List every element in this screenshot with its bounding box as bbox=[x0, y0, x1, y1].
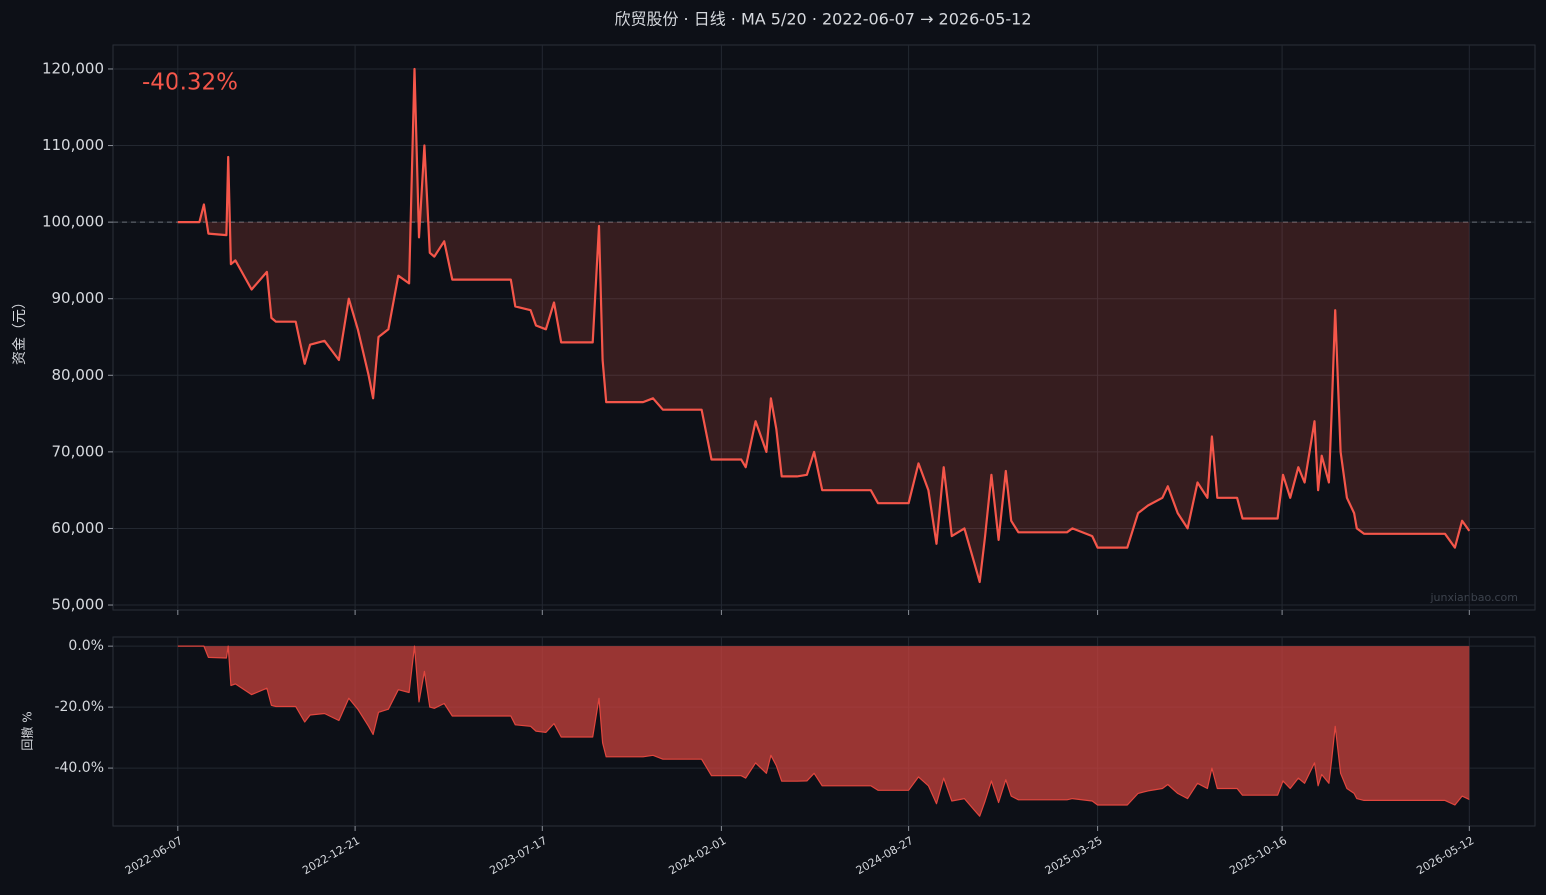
y-axis-label: 回撤 % bbox=[20, 711, 35, 750]
y-tick-label: 50,000 bbox=[52, 596, 105, 614]
line bbox=[177, 67, 1471, 584]
y-tick-label: 110,000 bbox=[42, 136, 104, 154]
y-tick-label: -40.0% bbox=[54, 760, 104, 776]
y-tick-label: 60,000 bbox=[52, 519, 105, 537]
y-tick-label: 70,000 bbox=[52, 442, 105, 460]
plot-frame bbox=[112, 636, 1536, 827]
y-axis-label: 资金（元） bbox=[12, 295, 28, 365]
area bbox=[177, 646, 1470, 817]
y-tick-label: 120,000 bbox=[42, 59, 104, 77]
y-tick-label: 0.0% bbox=[68, 638, 104, 654]
plot-frame bbox=[112, 44, 1536, 611]
y-tick-label: 90,000 bbox=[52, 289, 105, 307]
chart-title: 欣贸股份 · 日线 · MA 5/20 · 2022-06-07 → 2026-… bbox=[614, 10, 1031, 29]
y-tick-label: 100,000 bbox=[42, 213, 104, 231]
line bbox=[177, 645, 1470, 817]
area bbox=[177, 69, 1470, 582]
y-tick-label: 80,000 bbox=[52, 366, 105, 384]
watermark: junxianbao.com bbox=[1429, 591, 1518, 604]
annotation: -40.32% bbox=[142, 70, 238, 96]
y-tick-label: -20.0% bbox=[54, 699, 104, 715]
